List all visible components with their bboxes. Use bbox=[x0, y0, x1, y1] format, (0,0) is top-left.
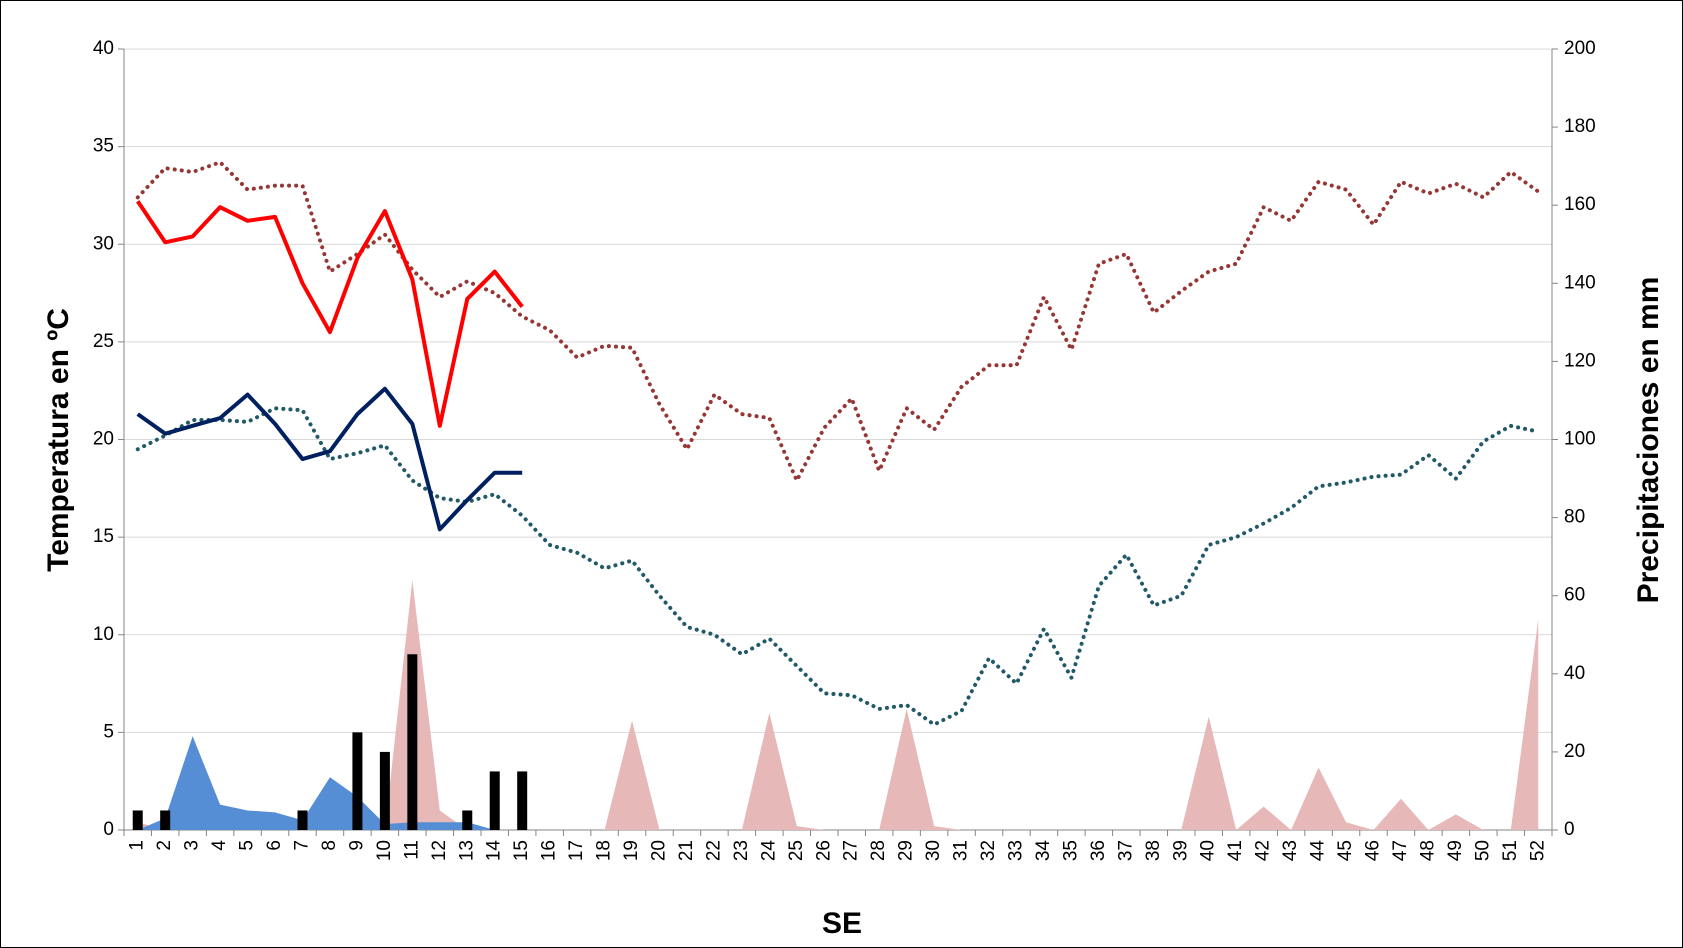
x-axis-title: SE bbox=[822, 907, 862, 940]
x-tick-label: 43 bbox=[1280, 840, 1301, 861]
x-tick-label: 22 bbox=[703, 840, 724, 861]
line bbox=[136, 386, 523, 532]
bar bbox=[132, 810, 143, 830]
x-tick-label: 47 bbox=[1390, 840, 1411, 861]
bar bbox=[352, 732, 363, 830]
x-tick-label: 15 bbox=[511, 840, 532, 861]
x-tick-label: 14 bbox=[484, 840, 505, 862]
x-tick-label: 51 bbox=[1500, 840, 1521, 861]
bar bbox=[297, 810, 308, 830]
x-tick-label: 25 bbox=[786, 840, 807, 861]
x-tick-label: 4 bbox=[209, 840, 230, 851]
x-tick-label: 17 bbox=[566, 840, 587, 861]
x-tick-label: 13 bbox=[456, 840, 477, 861]
bar bbox=[462, 810, 473, 830]
x-tick-label: 45 bbox=[1335, 840, 1356, 861]
x-tick-label: 36 bbox=[1088, 840, 1109, 861]
x-tick-label: 41 bbox=[1225, 840, 1246, 861]
x-tick-label: 29 bbox=[896, 840, 917, 861]
x-tick-label: 34 bbox=[1033, 840, 1054, 862]
y-axis-title: Temperatura en ºC bbox=[42, 308, 75, 572]
x-tick-label: 52 bbox=[1527, 840, 1548, 861]
line bbox=[136, 200, 524, 428]
x-tick-label: 50 bbox=[1472, 840, 1493, 861]
x-tick-label: 24 bbox=[758, 840, 779, 862]
x-tick-label: 7 bbox=[292, 840, 313, 851]
area bbox=[137, 580, 1539, 830]
y-tick-label: 30 bbox=[93, 233, 114, 254]
line bbox=[135, 406, 1541, 727]
x-tick-label: 49 bbox=[1445, 840, 1466, 861]
x-tick-label: 33 bbox=[1006, 840, 1027, 861]
y2-tick-label: 100 bbox=[1564, 429, 1596, 450]
y2-tick-label: 120 bbox=[1564, 350, 1596, 371]
x-tick-label: 46 bbox=[1363, 840, 1384, 861]
y-tick-label: 15 bbox=[93, 526, 114, 547]
y2-tick-label: 200 bbox=[1564, 38, 1596, 59]
y-tick-label: 5 bbox=[103, 721, 114, 742]
y2-tick-label: 140 bbox=[1564, 272, 1596, 293]
x-tick-label: 10 bbox=[374, 840, 395, 861]
y-tick-label: 10 bbox=[93, 624, 114, 645]
x-tick-label: 26 bbox=[813, 840, 834, 861]
x-tick-label: 18 bbox=[594, 840, 615, 861]
line bbox=[135, 160, 1541, 483]
bar bbox=[517, 771, 528, 830]
y2-tick-label: 160 bbox=[1564, 194, 1596, 215]
x-tick-label: 3 bbox=[182, 840, 203, 851]
x-tick-label: 31 bbox=[951, 840, 972, 861]
x-tick-label: 40 bbox=[1198, 840, 1219, 861]
y2-tick-label: 40 bbox=[1564, 663, 1585, 684]
x-tick-label: 19 bbox=[621, 840, 642, 861]
x-tick-label: 48 bbox=[1417, 840, 1438, 861]
x-tick-label: 1 bbox=[127, 840, 148, 851]
x-tick-label: 27 bbox=[841, 840, 862, 861]
bar bbox=[160, 810, 171, 830]
y-tick-label: 25 bbox=[93, 331, 114, 352]
y2-tick-label: 180 bbox=[1564, 116, 1596, 137]
x-tick-label: 20 bbox=[649, 840, 670, 861]
area bbox=[137, 736, 523, 830]
y2-axis-title: Precipitaciones en mm bbox=[1632, 277, 1665, 604]
x-tick-label: 42 bbox=[1253, 840, 1274, 861]
x-tick-label: 2 bbox=[154, 840, 175, 851]
y2-tick-label: 0 bbox=[1564, 819, 1575, 840]
x-tick-label: 44 bbox=[1308, 840, 1329, 862]
x-tick-label: 5 bbox=[237, 840, 258, 851]
bar bbox=[489, 771, 500, 830]
y2-tick-label: 80 bbox=[1564, 507, 1585, 528]
x-tick-label: 8 bbox=[319, 840, 340, 851]
x-tick-label: 30 bbox=[923, 840, 944, 861]
x-tick-label: 16 bbox=[539, 840, 560, 861]
y-tick-label: 35 bbox=[93, 136, 114, 157]
x-tick-label: 21 bbox=[676, 840, 697, 861]
x-tick-label: 38 bbox=[1143, 840, 1164, 861]
bar bbox=[407, 654, 418, 830]
x-tick-label: 35 bbox=[1060, 840, 1081, 861]
bar bbox=[379, 751, 390, 830]
x-tick-label: 9 bbox=[346, 840, 367, 851]
x-tick-label: 6 bbox=[264, 840, 285, 851]
x-tick-label: 32 bbox=[978, 840, 999, 861]
y2-tick-label: 60 bbox=[1564, 585, 1585, 606]
x-tick-label: 39 bbox=[1170, 840, 1191, 861]
y-tick-label: 20 bbox=[93, 429, 114, 450]
x-tick-label: 23 bbox=[731, 840, 752, 861]
x-tick-label: 28 bbox=[868, 840, 889, 861]
x-tick-label: 12 bbox=[429, 840, 450, 861]
y-tick-label: 40 bbox=[93, 38, 114, 59]
y2-tick-label: 20 bbox=[1564, 741, 1585, 762]
y-tick-label: 0 bbox=[103, 819, 114, 840]
x-tick-label: 11 bbox=[401, 840, 422, 860]
x-tick-label: 37 bbox=[1115, 840, 1136, 861]
